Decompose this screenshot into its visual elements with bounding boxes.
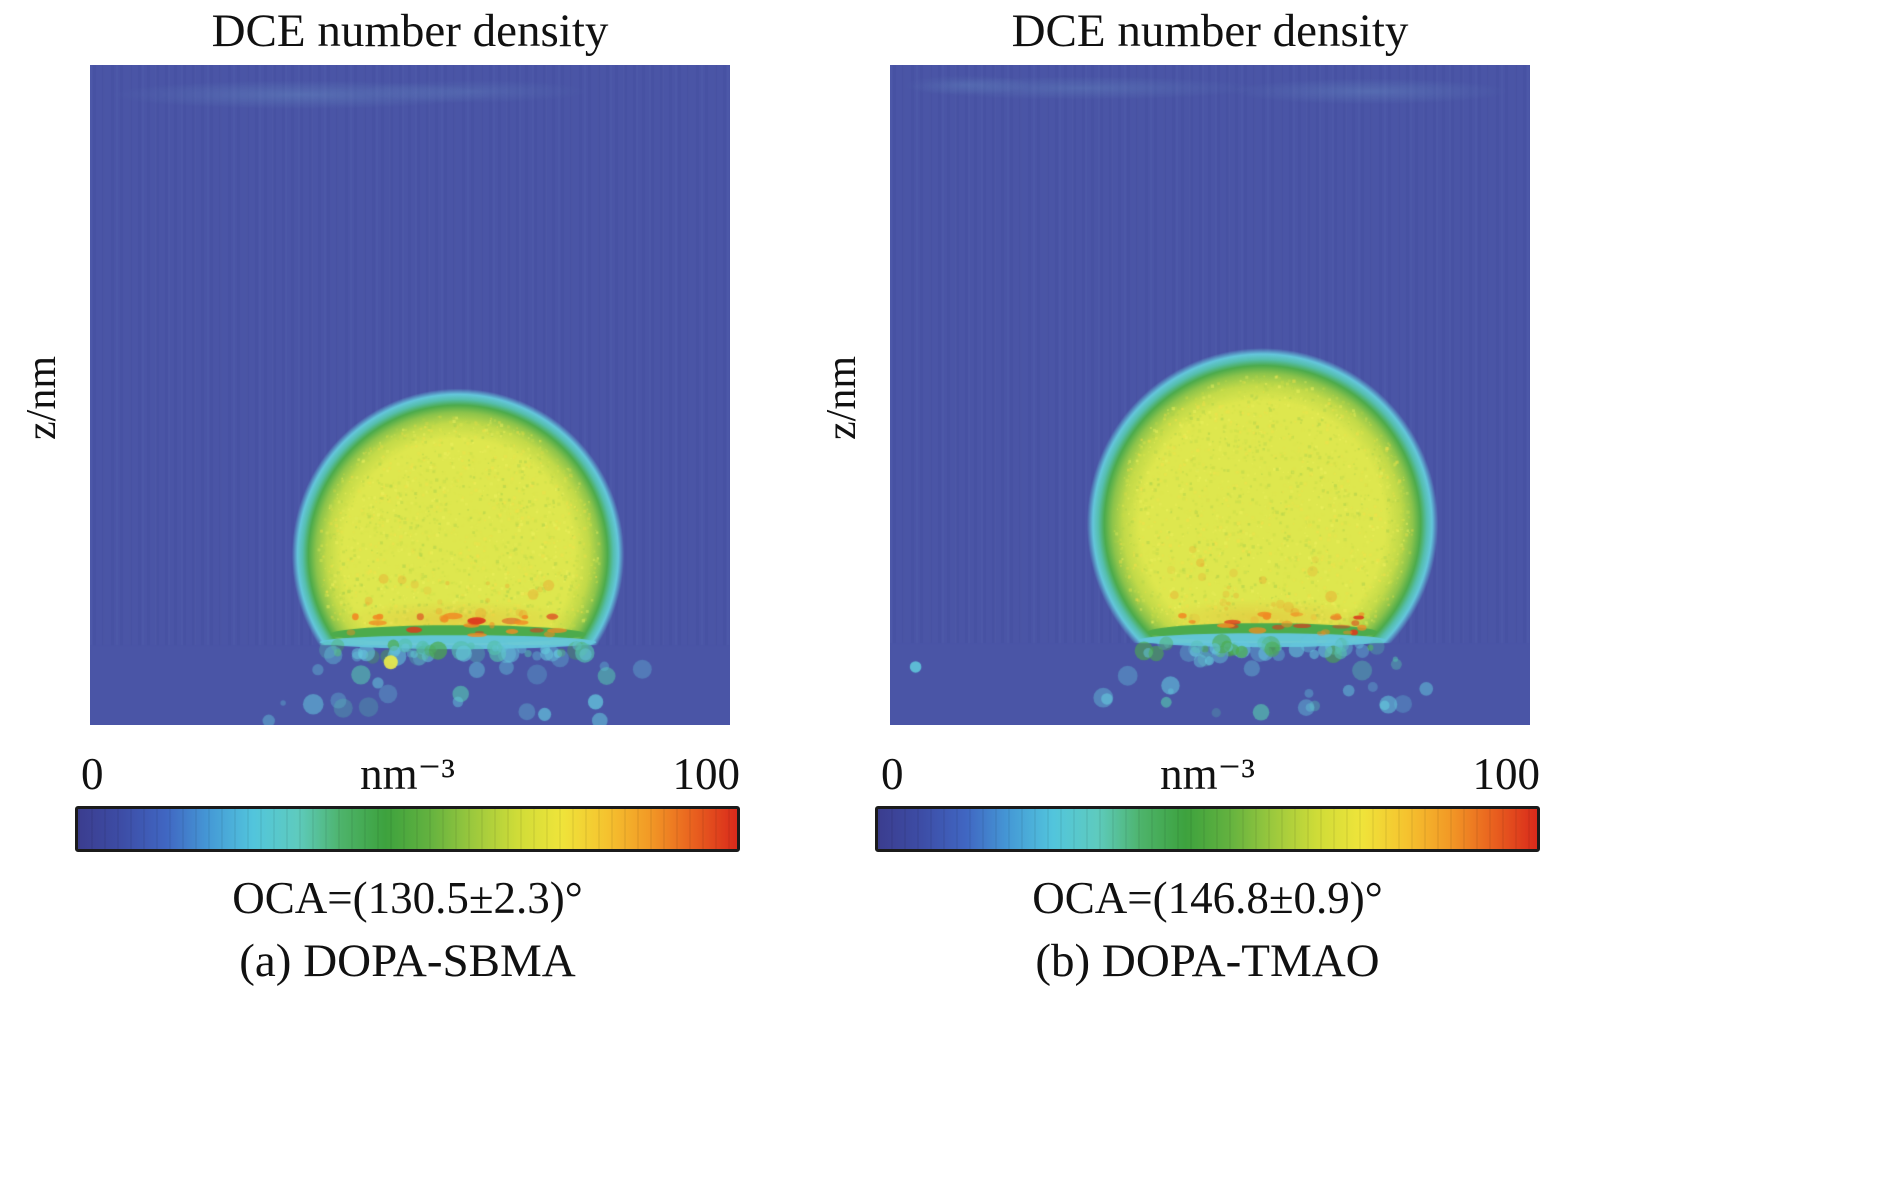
- colorbar-max-label: 100: [1472, 749, 1541, 799]
- colorbar-min-label: 0: [81, 749, 104, 799]
- oca-annotation: OCA=(130.5±2.3)°: [232, 873, 583, 923]
- panel-caption: (a) DOPA-SBMA: [239, 935, 576, 987]
- colorbar-max-label: 100: [672, 749, 741, 799]
- panel-title: DCE number density: [211, 5, 609, 57]
- colorbar-min-label: 0: [881, 749, 904, 799]
- panel-caption: (b) DOPA-TMAO: [1035, 935, 1380, 987]
- colorbar-unit-label: nm⁻³: [1160, 749, 1255, 799]
- colorbar-unit-label: nm⁻³: [360, 749, 455, 799]
- heatmap-canvas: [890, 65, 1530, 725]
- panel-title: DCE number density: [1011, 5, 1409, 57]
- colorbar: [75, 806, 740, 852]
- heatmap-canvas: [90, 65, 730, 725]
- y-axis-label: z/nm: [19, 356, 65, 440]
- oca-annotation: OCA=(146.8±0.9)°: [1032, 873, 1383, 923]
- colorbar-labels: 0 nm⁻³ 100: [875, 742, 1540, 800]
- panel-a: DCE number density z/nm 0 nm⁻³ 100 OCA=(…: [0, 0, 820, 1183]
- colorbar: [875, 806, 1540, 852]
- panel-b: DCE number density z/nm 0 nm⁻³ 100 OCA=(…: [800, 0, 1620, 1183]
- y-axis-label: z/nm: [819, 356, 865, 440]
- colorbar-labels: 0 nm⁻³ 100: [75, 742, 740, 800]
